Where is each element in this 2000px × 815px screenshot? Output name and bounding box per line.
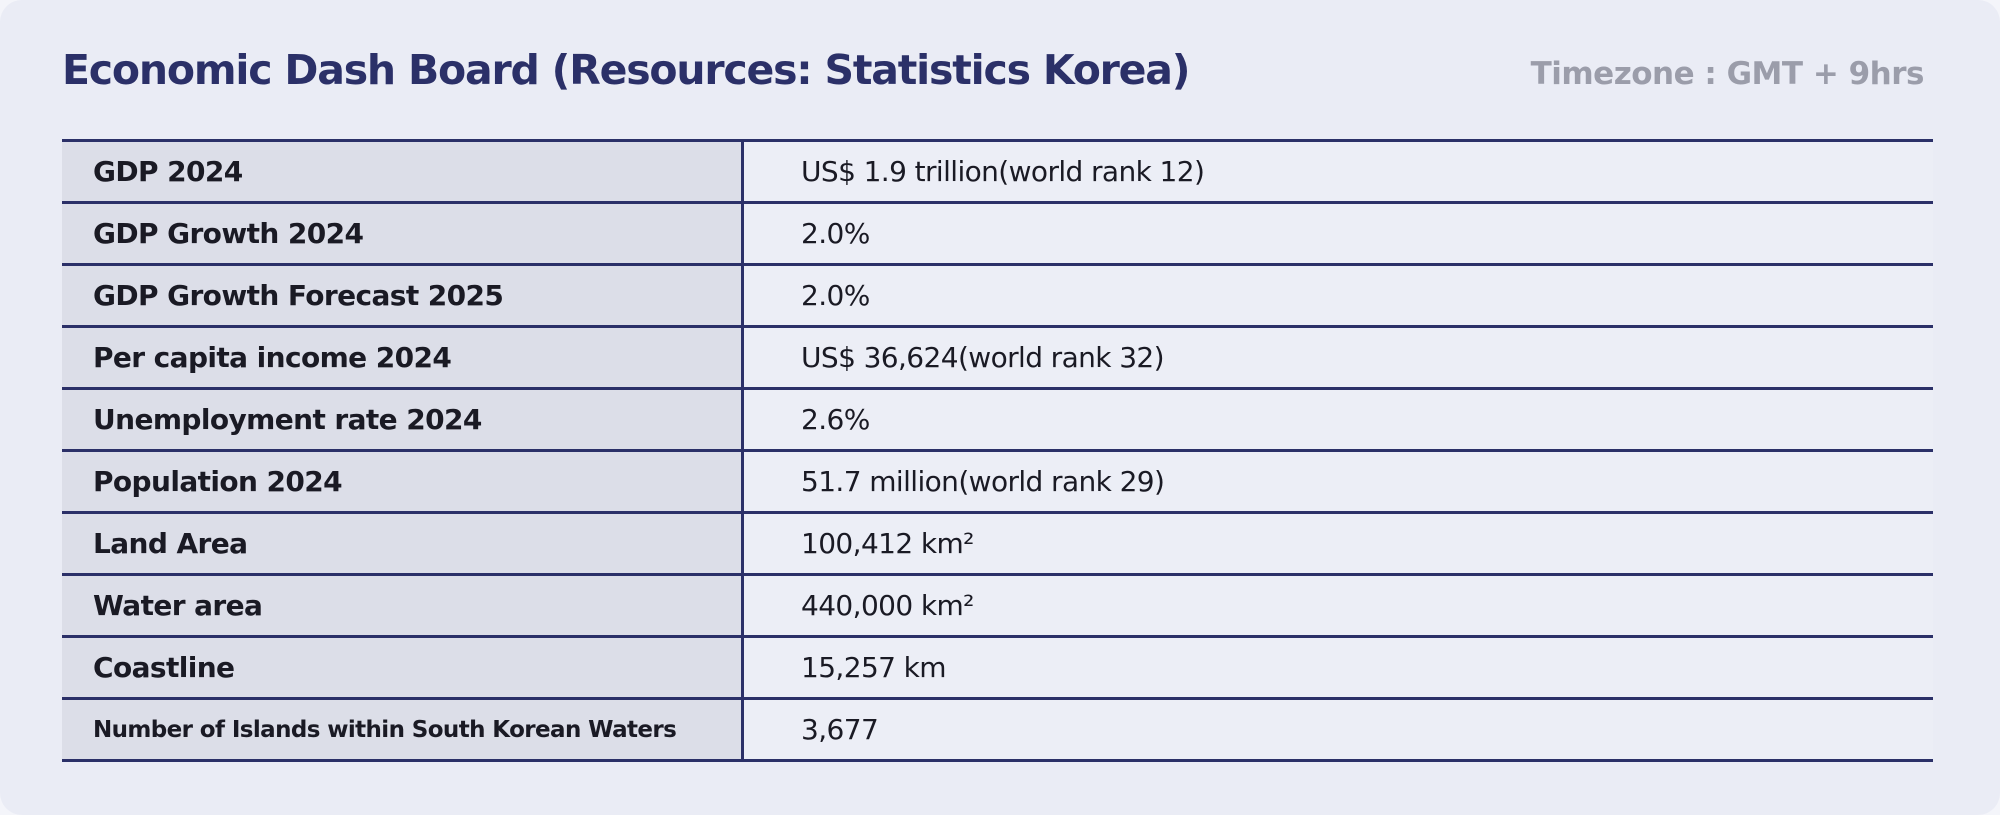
row-value: 3,677 [744,700,1933,759]
timezone-label: Timezone : GMT + 9hrs [1530,56,1925,92]
table-row: Water area 440,000 km² [62,576,1933,638]
row-value: US$ 36,624(world rank 32) [744,328,1933,387]
row-value: 15,257 km [744,638,1933,697]
row-value: 2.0% [744,204,1933,263]
row-label: Number of Islands within South Korean Wa… [62,700,744,759]
table-row: Per capita income 2024 US$ 36,624(world … [62,328,1933,390]
row-label: Per capita income 2024 [62,328,744,387]
row-value: 2.6% [744,390,1933,449]
row-value: 51.7 million(world rank 29) [744,452,1933,511]
row-label: Water area [62,576,744,635]
row-label: Coastline [62,638,744,697]
table-row: Number of Islands within South Korean Wa… [62,700,1933,762]
table-row: Population 2024 51.7 million(world rank … [62,452,1933,514]
table-row: GDP 2024 US$ 1.9 trillion(world rank 12) [62,142,1933,204]
row-value: 2.0% [744,266,1933,325]
row-label: Land Area [62,514,744,573]
row-label: GDP Growth Forecast 2025 [62,266,744,325]
row-label: GDP 2024 [62,142,744,201]
table-row: Unemployment rate 2024 2.6% [62,390,1933,452]
table-row: GDP Growth Forecast 2025 2.0% [62,266,1933,328]
table-row: Coastline 15,257 km [62,638,1933,700]
row-value: 440,000 km² [744,576,1933,635]
row-value: US$ 1.9 trillion(world rank 12) [744,142,1933,201]
page-title: Economic Dash Board (Resources: Statisti… [62,46,1191,94]
row-label: GDP Growth 2024 [62,204,744,263]
row-label: Population 2024 [62,452,744,511]
table-row: GDP Growth 2024 2.0% [62,204,1933,266]
row-value: 100,412 km² [744,514,1933,573]
stats-table: GDP 2024 US$ 1.9 trillion(world rank 12)… [62,139,1933,762]
row-label: Unemployment rate 2024 [62,390,744,449]
table-row: Land Area 100,412 km² [62,514,1933,576]
